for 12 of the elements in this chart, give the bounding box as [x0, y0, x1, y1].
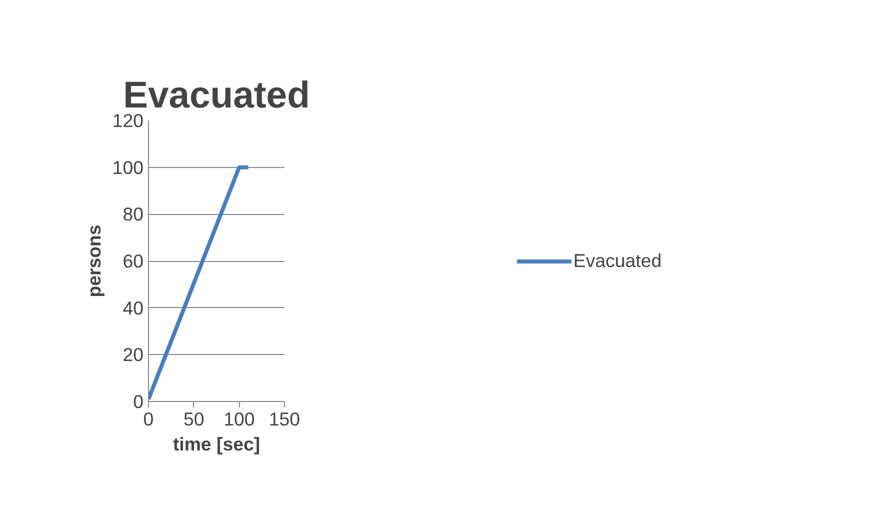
y-tick-label: 100	[112, 156, 144, 178]
y-tick-label: 20	[122, 344, 144, 366]
y-tick-label: 80	[122, 204, 144, 225]
x-tick-label: 100	[224, 408, 255, 430]
y-tick-label: 0	[133, 391, 144, 412]
x-axis-title: time [sec]	[172, 434, 260, 454]
x-tick-label: 150	[268, 408, 300, 430]
y-axis-title: persons	[83, 224, 104, 298]
x-tick-label: 50	[183, 408, 204, 430]
y-tick-label: 60	[122, 250, 144, 272]
legend-label: Evacuated	[573, 250, 662, 272]
y-tick-label: 40	[122, 297, 144, 318]
